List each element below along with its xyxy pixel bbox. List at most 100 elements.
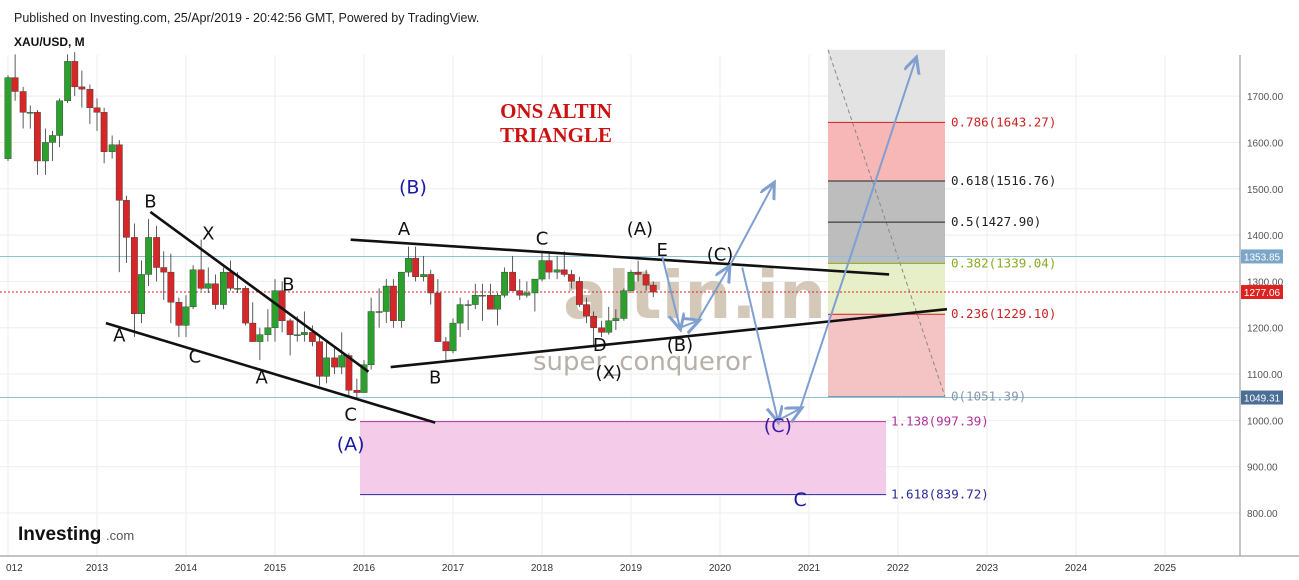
logo-main: Investing bbox=[18, 524, 101, 545]
wave-label: B bbox=[144, 191, 156, 212]
chart-title-line1: ONS ALTIN bbox=[500, 99, 612, 123]
candle-up bbox=[397, 271, 405, 321]
symbol-label: XAU/USD, M bbox=[14, 35, 85, 49]
x-tick-label: 2014 bbox=[175, 563, 198, 574]
candle-up bbox=[478, 295, 486, 297]
candle-down bbox=[211, 283, 219, 305]
candle-up bbox=[367, 311, 375, 365]
y-tick-label: 1700.00 bbox=[1247, 92, 1284, 103]
chart-title-line2: TRIANGLE bbox=[500, 123, 612, 147]
candle-down bbox=[331, 357, 339, 368]
candle-down bbox=[353, 390, 361, 393]
candle-down bbox=[100, 112, 108, 152]
projection-segment bbox=[799, 59, 916, 410]
candle-up bbox=[449, 322, 457, 352]
price-tag-box bbox=[1241, 390, 1283, 405]
candle-up bbox=[360, 364, 368, 393]
fib-level-label: 0.382(1339.04) bbox=[951, 255, 1056, 270]
fib-level-label: 0.236(1229.10) bbox=[951, 306, 1056, 321]
candle-down bbox=[442, 341, 450, 352]
candle-up bbox=[523, 292, 531, 296]
candle-down bbox=[227, 271, 234, 289]
candle-up bbox=[538, 260, 546, 280]
x-tick-label: 012 bbox=[6, 563, 23, 574]
candle-down bbox=[649, 284, 657, 293]
y-tick-label: 800.00 bbox=[1247, 509, 1278, 520]
wave-label: (X) bbox=[596, 363, 622, 384]
candle-up bbox=[605, 320, 613, 333]
candle-up bbox=[189, 269, 197, 308]
candle-up bbox=[293, 334, 301, 336]
trend-lines bbox=[105, 210, 948, 424]
candle-down bbox=[78, 86, 86, 90]
investing-logo: Investing .com bbox=[18, 524, 134, 545]
candle-up bbox=[501, 271, 509, 296]
candle-down bbox=[567, 274, 575, 282]
trend-line-triangle-bottom bbox=[390, 307, 948, 369]
wave-label: (C) bbox=[764, 415, 792, 437]
candle-up bbox=[204, 283, 212, 289]
candle-series bbox=[4, 52, 657, 400]
candle-down bbox=[286, 320, 294, 335]
candle-up bbox=[323, 357, 331, 377]
candle-down bbox=[167, 271, 175, 303]
wave-label: A bbox=[398, 219, 411, 240]
x-tick-label: 2022 bbox=[887, 563, 910, 574]
watermark-sub: super_conqueror bbox=[533, 347, 752, 377]
candle-up bbox=[375, 311, 383, 313]
y-tick-label: 900.00 bbox=[1247, 463, 1278, 474]
candle-down bbox=[583, 304, 590, 317]
candle-down bbox=[560, 269, 568, 275]
x-tick-label: 2015 bbox=[264, 563, 287, 574]
price-tag-box bbox=[1241, 285, 1283, 300]
candle-down bbox=[575, 281, 583, 305]
fib-labels: 0.786(1643.27) 0.618(1516.76) 0.5(1427.90)… bbox=[891, 114, 1056, 501]
fib-ext-label: 1.618(839.72) bbox=[891, 487, 989, 502]
x-tick-label: 2017 bbox=[442, 563, 465, 574]
candle-down bbox=[389, 285, 397, 321]
candle-up bbox=[300, 332, 308, 335]
y-tick-label: 1600.00 bbox=[1247, 138, 1284, 149]
wave-label: (C) bbox=[707, 245, 734, 266]
fib-level-label: 0(1051.39) bbox=[951, 389, 1026, 404]
candle-up bbox=[26, 112, 34, 114]
projection-segment bbox=[728, 184, 774, 268]
y-tick-label: 1400.00 bbox=[1247, 231, 1284, 242]
candle-up bbox=[108, 144, 116, 152]
candle-down bbox=[308, 332, 316, 342]
wave-label: C bbox=[189, 346, 202, 367]
candle-up bbox=[182, 306, 190, 326]
candle-up bbox=[531, 278, 539, 294]
wave-label: (A) bbox=[627, 219, 653, 240]
fib-ext-label: 1.138(997.39) bbox=[891, 414, 989, 429]
x-tick-label: 2021 bbox=[798, 563, 821, 574]
candle-up bbox=[219, 271, 227, 305]
candle-down bbox=[11, 77, 19, 92]
candle-up bbox=[56, 100, 64, 136]
candle-down bbox=[249, 322, 257, 342]
x-tick-label: 2013 bbox=[86, 563, 109, 574]
x-tick-label: 2025 bbox=[1154, 563, 1177, 574]
projection-arrows bbox=[661, 59, 916, 420]
candle-up bbox=[627, 271, 635, 291]
candle-up bbox=[405, 258, 412, 273]
candle-up bbox=[271, 290, 279, 328]
candle-down bbox=[33, 112, 41, 162]
candle-up bbox=[234, 288, 242, 290]
y-tick-label: 1000.00 bbox=[1247, 416, 1284, 427]
candle-up bbox=[138, 274, 145, 315]
wave-label: (B) bbox=[399, 176, 427, 198]
x-axis-ticks: 012 2013 2014 2015 2016 2017 2018 2019 2020 2021 2… bbox=[6, 563, 1177, 574]
published-caption: Published on Investing.com, 25/Apr/2019 … bbox=[14, 11, 479, 25]
x-tick-label: 2016 bbox=[353, 563, 376, 574]
logo-suffix: .com bbox=[106, 528, 134, 543]
candle-down bbox=[122, 200, 130, 238]
wave-label: (B) bbox=[667, 335, 693, 356]
fib-level-label: 0.618(1516.76) bbox=[951, 173, 1056, 188]
candle-down bbox=[412, 258, 420, 277]
candle-up bbox=[64, 61, 72, 101]
candle-down bbox=[197, 269, 205, 289]
candle-down bbox=[19, 91, 27, 113]
candle-down bbox=[642, 274, 650, 286]
